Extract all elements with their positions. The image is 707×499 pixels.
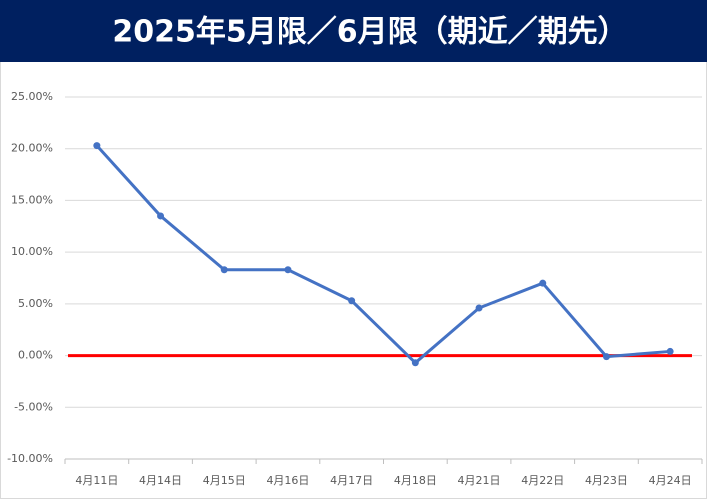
data-line — [95, 144, 671, 365]
x-tick-label: 4月11日 — [75, 474, 118, 487]
data-point — [539, 279, 547, 287]
x-tick-label: 4月14日 — [139, 474, 182, 487]
x-tick-label: 4月24日 — [649, 474, 692, 487]
y-tick-label: 15.00% — [11, 193, 53, 206]
x-tick-label: 4月16日 — [266, 474, 309, 487]
data-point — [157, 212, 165, 220]
data-point — [411, 359, 419, 367]
data-point — [348, 297, 356, 305]
x-tick-label: 4月23日 — [585, 474, 628, 487]
data-point — [284, 266, 292, 274]
data-point — [220, 266, 228, 274]
x-tick-label: 4月15日 — [203, 474, 246, 487]
y-tick-label: 25.00% — [11, 90, 53, 103]
y-tick-label: 5.00% — [18, 297, 53, 310]
x-tick-label: 4月17日 — [330, 474, 373, 487]
y-tick-label: -5.00% — [14, 400, 53, 413]
y-tick-label: 10.00% — [11, 245, 53, 258]
y-tick-label: 20.00% — [11, 142, 53, 155]
x-tick-label: 4月18日 — [394, 474, 437, 487]
y-tick-label: -10.00% — [7, 452, 53, 465]
data-point — [475, 304, 483, 312]
data-point — [666, 347, 674, 355]
y-tick-label: 0.00% — [18, 349, 53, 362]
x-tick-label: 4月21日 — [458, 474, 501, 487]
x-tick-label: 4月22日 — [521, 474, 564, 487]
title-banner — [0, 0, 707, 62]
data-point — [93, 142, 101, 150]
data-point — [602, 353, 610, 361]
chart-title: 2025年5月限／6月限（期近／期先） — [112, 15, 627, 50]
